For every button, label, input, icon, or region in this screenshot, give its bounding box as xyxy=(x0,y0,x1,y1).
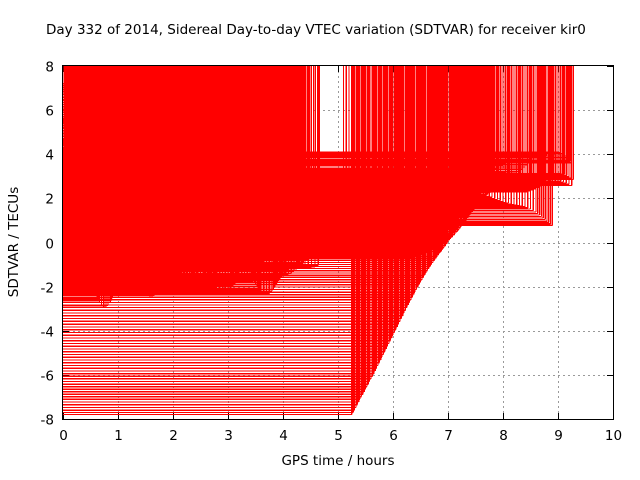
data-series-arc-20 xyxy=(63,66,319,268)
y-tick-label: -2 xyxy=(41,281,54,297)
plot-frame xyxy=(61,64,615,421)
x-tick-label: 3 xyxy=(224,428,233,444)
x-tick-label: 7 xyxy=(444,428,453,444)
x-tick-label: 0 xyxy=(59,428,68,444)
data-series-arc-15 xyxy=(63,66,571,197)
y-tick-label: -6 xyxy=(41,369,54,385)
x-tick-label: 9 xyxy=(554,428,563,444)
x-axis-label: GPS time / hours xyxy=(281,453,394,469)
x-tick-label: 6 xyxy=(389,428,398,444)
x-tick-label: 1 xyxy=(114,428,123,444)
y-axis-label: SDTVAR / TECUs xyxy=(6,187,22,297)
data-series-arc-14 xyxy=(63,66,554,242)
y-tick-label: -4 xyxy=(41,325,54,341)
y-tick-label: 8 xyxy=(45,60,54,76)
data-series-layer xyxy=(63,66,575,416)
x-tick-label: 8 xyxy=(499,428,508,444)
x-tick-label: 4 xyxy=(279,428,288,444)
x-tick-label: 5 xyxy=(334,428,343,444)
y-tick-label: 0 xyxy=(45,237,54,253)
x-tick-label: 10 xyxy=(605,428,622,444)
y-tick-label: 6 xyxy=(45,104,54,120)
x-tick-label: 2 xyxy=(169,428,178,444)
y-tick-label: 2 xyxy=(45,192,54,208)
y-tick-label: 4 xyxy=(45,148,54,164)
y-tick-label: -8 xyxy=(41,413,54,429)
chart-title: Day 332 of 2014, Sidereal Day-to-day VTE… xyxy=(46,22,586,38)
data-series-arc-21 xyxy=(63,66,234,173)
